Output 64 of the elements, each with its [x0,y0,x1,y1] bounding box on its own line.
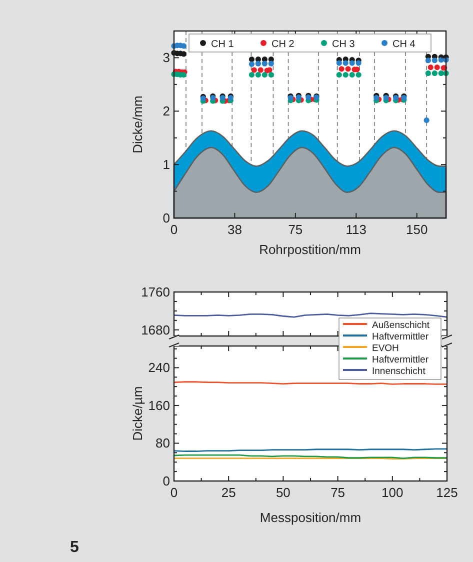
point [262,72,268,78]
point [425,58,431,64]
point [342,72,348,78]
x-tick-label: 75 [288,222,303,237]
point [438,70,444,76]
x-tick-label: 100 [382,485,404,500]
point [345,66,351,72]
x-tick-label: 38 [227,222,242,237]
legend-label: EVOH [372,343,400,354]
y-axis-title: Dicke/µm [130,386,145,441]
point [255,72,261,78]
point [251,67,257,73]
y-tick-label: 1680 [141,322,170,338]
x-tick-label: 150 [406,222,428,237]
point [428,64,434,70]
point [262,60,268,66]
point [336,72,342,78]
y-tick-label: 80 [156,436,170,451]
legend-label: CH 1 [211,39,234,50]
point [425,70,431,76]
point [268,72,274,78]
x-axis-title: Rohrpostition/mm [259,242,361,257]
legend-label: Außenschicht [372,320,430,331]
y-tick-label: 240 [148,360,170,376]
legend-label: Haftvermittler [372,332,428,342]
legend-label: CH 4 [392,39,416,50]
point [356,72,362,78]
legend-label: Innenschicht [372,366,426,377]
x-tick-label: 25 [221,485,236,500]
point [434,64,440,70]
point [432,70,438,76]
x-axis-title: Messposition/mm [260,510,362,525]
point [338,66,344,72]
y-tick-label: 1 [162,157,170,172]
y-tick-label: 1760 [141,284,170,300]
y-tick-label: 160 [148,398,170,413]
point [342,60,348,66]
legend-label: CH 2 [272,39,295,50]
legend-label: CH 3 [332,39,356,50]
text: 5 [70,539,79,556]
point [356,60,362,66]
y-tick-label: 3 [162,50,170,66]
legend-label: Haftvermittler [372,354,428,366]
point [349,60,355,66]
point [383,94,389,101]
x-tick-label: 75 [330,485,346,500]
x-tick-label: 125 [436,485,458,500]
point [424,117,430,124]
point [248,72,255,78]
y-tick-label: 0 [162,474,170,488]
y-tick-label: 0 [162,210,170,226]
point [268,60,274,66]
point [432,58,438,64]
point [336,60,342,66]
y-tick-label: 2 [162,104,170,119]
point [248,56,255,62]
point [349,72,355,78]
x-tick-label: 113 [346,222,367,237]
point [248,61,255,67]
x-tick-label: 50 [276,485,290,500]
point [374,94,380,101]
point [258,67,264,73]
y-axis-title: Dicke/mm [130,96,145,154]
point [255,60,261,66]
